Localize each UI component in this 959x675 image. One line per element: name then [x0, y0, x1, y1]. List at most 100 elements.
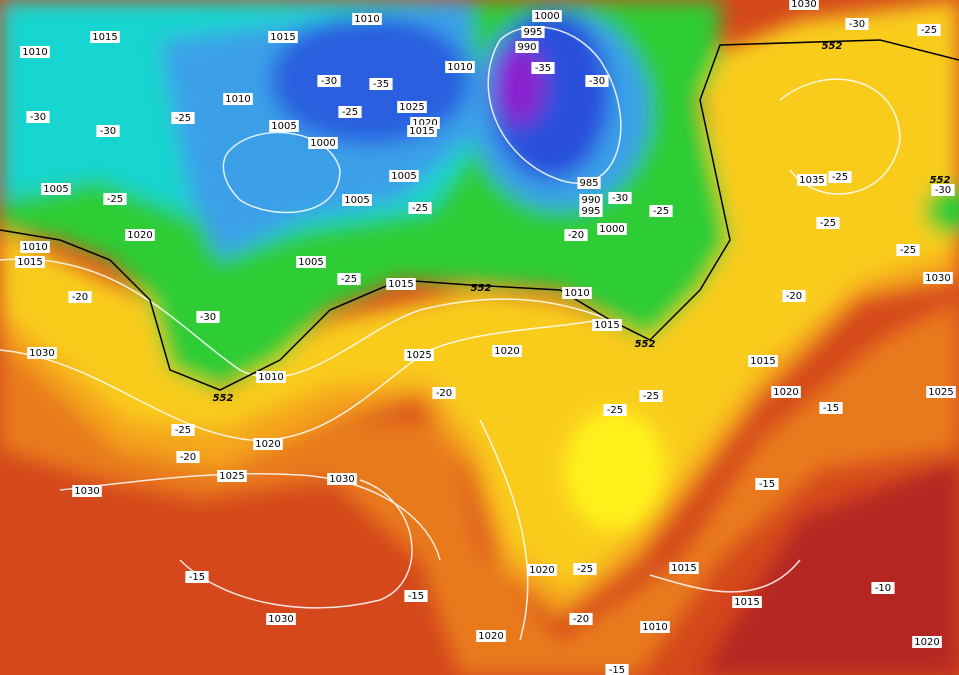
pressure-label: 1005: [271, 121, 296, 132]
label-box: [789, 0, 819, 10]
temperature-label: -30: [935, 185, 951, 196]
label-box: [20, 46, 50, 58]
label-box: [342, 194, 372, 206]
temperature-label: -10: [875, 583, 891, 594]
pressure-label: 1030: [791, 0, 816, 10]
pressure-label: 1025: [406, 350, 431, 361]
label-box: [256, 371, 286, 383]
label-box: [337, 273, 361, 285]
pressure-label: 1000: [534, 11, 559, 22]
label-box: [603, 404, 627, 416]
pressure-label: 1020: [494, 346, 519, 357]
temperature-label: -25: [643, 391, 659, 402]
label-box: [492, 345, 522, 357]
label-box: [27, 347, 57, 359]
label-box: [68, 291, 92, 303]
label-box: [269, 120, 299, 132]
label-box: [562, 287, 592, 299]
label-box: [308, 137, 338, 149]
temperature-label: -30: [612, 193, 628, 204]
label-box: [432, 387, 456, 399]
label-box: [20, 241, 50, 253]
pressure-label: 1010: [564, 288, 589, 299]
temperature-label: -20: [436, 388, 452, 399]
pressure-label: 1010: [22, 242, 47, 253]
temperature-label: -25: [921, 25, 937, 36]
label-box: [185, 571, 209, 583]
label-box: [871, 582, 895, 594]
label-box: [569, 613, 593, 625]
pressure-label: 1020: [478, 631, 503, 642]
label-box: [389, 170, 419, 182]
pressure-label: 1020: [529, 565, 554, 576]
pressure-label: 1030: [925, 273, 950, 284]
label-box: [649, 205, 673, 217]
dark-red-area: [700, 460, 959, 675]
temperature-label: -20: [573, 614, 589, 625]
label-box: [196, 311, 220, 323]
pressure-label: 1020: [773, 387, 798, 398]
label-box: [748, 355, 778, 367]
label-box: [96, 125, 120, 137]
pressure-label: 1015: [92, 32, 117, 43]
pressure-label: 1015: [671, 563, 696, 574]
pressure-label: 985: [579, 178, 598, 189]
temperature-label: -25: [653, 206, 669, 217]
pressure-label: 1015: [388, 279, 413, 290]
label-box: [327, 473, 357, 485]
temperature-label: -35: [373, 79, 389, 90]
pressure-label: 1015: [409, 126, 434, 137]
temperature-label: -25: [175, 425, 191, 436]
label-box: [408, 202, 432, 214]
height-label: 552: [930, 175, 951, 186]
temperature-label: -30: [200, 312, 216, 323]
isobars: [0, 26, 901, 641]
temperature-label: -15: [609, 665, 625, 675]
temperature-label: -30: [589, 76, 605, 87]
pressure-label: 1015: [17, 257, 42, 268]
temperature-label: -15: [823, 403, 839, 414]
pressure-label: 1005: [391, 171, 416, 182]
height-contour: [0, 39, 959, 391]
label-box: [217, 470, 247, 482]
label-box: [521, 26, 545, 38]
label-box: [819, 402, 843, 414]
label-box: [531, 62, 555, 74]
label-box: [608, 192, 632, 204]
label-box: [515, 41, 539, 53]
pressure-label: 1010: [225, 94, 250, 105]
label-box: [296, 256, 326, 268]
label-box: [338, 106, 362, 118]
label-box: [253, 438, 283, 450]
pressure-label: 1025: [928, 387, 953, 398]
label-box: [476, 630, 506, 642]
temperature-label: -15: [408, 591, 424, 602]
pressure-label: 1025: [219, 471, 244, 482]
temperature-label: -30: [849, 19, 865, 30]
pressure-label: 1015: [734, 597, 759, 608]
label-box: [404, 349, 434, 361]
height-label: 552: [635, 339, 656, 350]
temperature-label: -20: [72, 292, 88, 303]
label-box: [640, 621, 670, 633]
temperature-label: -20: [568, 230, 584, 241]
label-box: [532, 10, 562, 22]
temperature-label: -25: [341, 274, 357, 285]
label-box: [26, 111, 50, 123]
temperature-label: -25: [175, 113, 191, 124]
label-box: [176, 451, 200, 463]
pressure-label: 1015: [750, 356, 775, 367]
height-label: 552: [213, 393, 234, 404]
temperature-label: -25: [107, 194, 123, 205]
temperature-label: -30: [321, 76, 337, 87]
pressure-label: 1030: [268, 614, 293, 625]
label-box: [797, 174, 827, 186]
label-box: [816, 217, 840, 229]
pressure-label: 995: [581, 206, 600, 217]
temperature-label: -25: [820, 218, 836, 229]
label-box: [564, 229, 588, 241]
temperature-label: -35: [535, 63, 551, 74]
label-box: [15, 256, 45, 268]
label-box: [585, 75, 609, 87]
temperature-label: -25: [900, 245, 916, 256]
